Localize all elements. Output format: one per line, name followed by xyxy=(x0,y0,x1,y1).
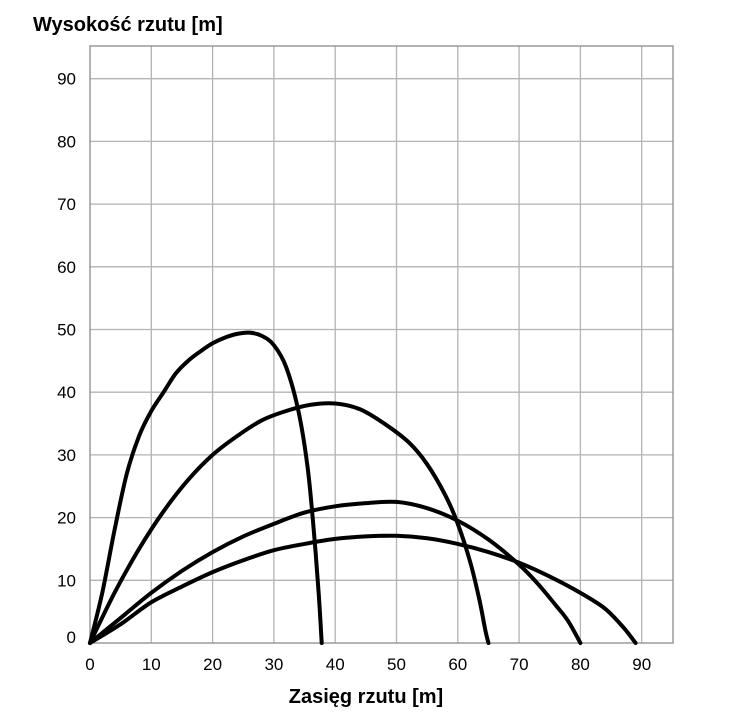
x-tick-labels: 0 10 20 30 40 50 60 70 80 90 xyxy=(85,655,651,674)
x-tick-label: 90 xyxy=(632,655,651,674)
trajectory-curve-4 xyxy=(88,533,638,645)
y-tick-label: 60 xyxy=(57,258,76,277)
x-tick-label: 30 xyxy=(264,655,283,674)
x-tick-label: 40 xyxy=(326,655,345,674)
x-tick-label: 0 xyxy=(85,655,94,674)
y-tick-label: 50 xyxy=(57,321,76,340)
y-tick-label: 10 xyxy=(57,571,76,590)
trajectory-curve-2 xyxy=(88,401,491,645)
y-tick-label: 70 xyxy=(57,195,76,214)
x-tick-label: 20 xyxy=(203,655,222,674)
y-tick-label: 40 xyxy=(57,383,76,402)
y-tick-label: 80 xyxy=(57,132,76,151)
x-tick-label: 60 xyxy=(448,655,467,674)
trajectory-curve-1 xyxy=(88,330,324,645)
x-tick-label: 10 xyxy=(142,655,161,674)
y-axis-label: Wysokość rzutu [m] xyxy=(33,14,223,36)
x-tick-label: 80 xyxy=(571,655,590,674)
x-tick-label: 50 xyxy=(387,655,406,674)
plot-frame xyxy=(89,45,674,644)
y-tick-label: 0 xyxy=(67,628,76,647)
y-tick-label: 20 xyxy=(57,509,76,528)
y-tick-label: 30 xyxy=(57,446,76,465)
series-group xyxy=(88,330,638,645)
y-tick-label: 90 xyxy=(57,70,76,89)
y-tick-labels: 0 10 20 30 40 50 60 70 80 90 xyxy=(57,70,76,647)
grid xyxy=(90,46,673,643)
x-axis-label: Zasięg rzutu [m] xyxy=(289,686,443,708)
x-tick-label: 70 xyxy=(510,655,529,674)
trajectory-curve-3 xyxy=(88,499,583,645)
